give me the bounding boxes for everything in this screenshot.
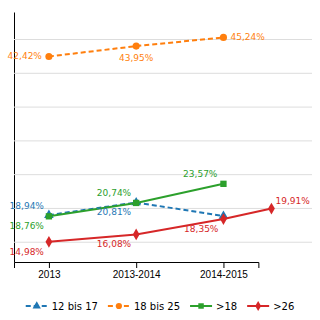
y-tick: [14, 107, 312, 108]
x-tick-mark: [223, 262, 224, 268]
extension-point: [268, 203, 275, 215]
legend: 12 bis 17 18 bis 25 >18 >26: [26, 301, 295, 312]
data-label: 18,94%: [10, 201, 45, 211]
annotation: 19,91%: [275, 196, 310, 206]
data-label: 14,98%: [10, 247, 45, 257]
legend-item: 18 bis 25: [108, 301, 180, 312]
x-tick-label: 2013-2014: [113, 269, 161, 280]
point: [133, 43, 140, 50]
legend-marker: [33, 301, 41, 308]
data-label: 23,57%: [183, 169, 218, 179]
data-label: 18,35%: [184, 224, 219, 234]
legend-label: >18: [216, 301, 237, 312]
data-label: 42,42%: [8, 51, 43, 61]
labels: 18,94% 20,81% 42,42% 43,95% 45,24% 18,76% 20,7…: [8, 32, 311, 256]
legend-marker: [255, 301, 261, 311]
legend-label: >26: [273, 301, 294, 312]
grid-line: [14, 73, 312, 74]
x-axis: 2013 2013-2014 2014-2015: [15, 262, 259, 280]
data-label: 20,81%: [97, 207, 132, 217]
point: [220, 181, 226, 187]
x-axis-line: [15, 263, 259, 269]
x-tick: 2013: [38, 262, 61, 280]
y-tick: [14, 39, 312, 40]
series-line: [49, 219, 224, 242]
grid-line: [14, 140, 312, 141]
data-label: 43,95%: [119, 53, 154, 63]
chart: 2013 2013-2014 2014-2015 18,94% 20,81% 42,42%…: [0, 0, 320, 320]
data-label: 20,74%: [97, 188, 132, 198]
x-tick-label: 2013: [38, 269, 61, 280]
legend-marker: [116, 303, 122, 309]
plot: 2013 2013-2014 2014-2015 18,94% 20,81% 42,42%…: [8, 13, 312, 281]
y-tick: [14, 73, 312, 74]
legend-label: 18 bis 25: [134, 301, 180, 312]
x-tick-mark: [136, 262, 137, 268]
x-tick-mark: [49, 262, 50, 268]
y-axis: [14, 13, 312, 263]
point: [45, 53, 52, 60]
data-label: 16,08%: [97, 239, 132, 249]
point: [46, 213, 52, 219]
series-line: [49, 184, 224, 217]
data-label: 18,76%: [10, 221, 45, 231]
legend-item: >18: [190, 301, 237, 312]
legend-label: 12 bis 17: [52, 301, 98, 312]
legend-item: >26: [247, 301, 294, 312]
legend-marker: [198, 303, 203, 308]
y-tick: [14, 140, 312, 141]
x-tick-label: 2014-2015: [200, 269, 248, 280]
x-tick: 2013-2014: [113, 262, 161, 280]
point: [133, 200, 139, 206]
extension-line: [223, 209, 271, 220]
x-tick: 2014-2015: [200, 262, 248, 280]
grid-line: [14, 39, 312, 40]
point: [133, 229, 140, 241]
legend-item: 12 bis 17: [26, 301, 98, 312]
point: [46, 236, 53, 248]
grid-line: [14, 174, 312, 175]
point: [220, 34, 227, 41]
data-label: 45,24%: [230, 32, 265, 42]
y-tick: [14, 174, 312, 175]
marks: [44, 34, 275, 248]
grid-line: [14, 107, 312, 108]
